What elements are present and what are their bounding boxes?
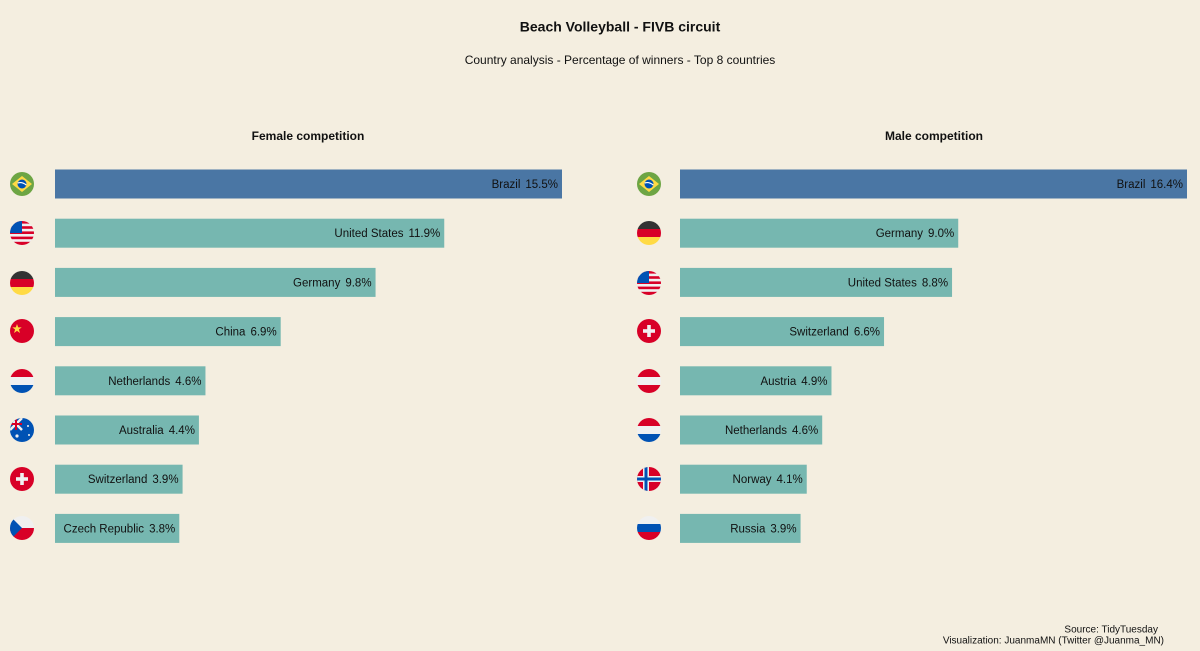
bar-label: United States 8.8% — [848, 277, 948, 289]
category-label: Switzerland — [88, 474, 147, 486]
bar — [55, 317, 281, 347]
bar-label: Czech Republic 3.8% — [64, 523, 176, 535]
bar — [680, 169, 1187, 199]
title: Beach Volleyball - FIVB circuit — [520, 19, 721, 35]
bar — [55, 366, 206, 396]
bar-label: Germany 9.0% — [876, 228, 955, 240]
bar — [55, 513, 180, 543]
category-label: United States — [848, 277, 917, 289]
value-label: 3.9% — [770, 523, 796, 535]
flag — [10, 221, 34, 245]
value-label: 4.6% — [175, 376, 201, 388]
flag — [10, 467, 34, 491]
value-label: 6.6% — [854, 327, 880, 339]
category-label: Brazil — [1117, 179, 1146, 191]
caption: Visualization: JuanmaMN (Twitter @Juanma… — [943, 636, 1164, 647]
bar — [55, 169, 562, 199]
caption: Source: TidyTuesday — [1064, 625, 1158, 636]
bar-label: Germany 9.8% — [293, 277, 372, 289]
flag — [637, 467, 661, 491]
bar — [55, 218, 445, 248]
value-label: 3.9% — [152, 474, 178, 486]
flag — [637, 221, 661, 245]
category-label: Norway — [733, 474, 772, 486]
category-label: Germany — [876, 228, 924, 240]
bar — [680, 317, 885, 347]
category-label: Netherlands — [108, 376, 170, 388]
bar — [680, 366, 832, 396]
value-label: 9.0% — [928, 228, 954, 240]
bar — [680, 267, 953, 297]
bar — [55, 267, 376, 297]
value-label: 6.9% — [250, 327, 276, 339]
bar — [680, 218, 959, 248]
flag — [10, 319, 34, 343]
category-label: Netherlands — [725, 425, 787, 437]
flag — [637, 418, 661, 442]
flag — [10, 369, 34, 393]
value-label: 4.6% — [792, 425, 818, 437]
value-label: 8.8% — [922, 277, 948, 289]
bar — [680, 464, 807, 494]
panel-title: Female competition — [252, 129, 365, 143]
flag — [10, 271, 34, 295]
bar-label: Brazil 16.4% — [1117, 179, 1183, 191]
category-label: Austria — [760, 376, 796, 388]
category-label: United States — [334, 228, 403, 240]
category-label: China — [215, 327, 246, 339]
subtitle: Country analysis - Percentage of winners… — [465, 53, 776, 67]
value-label: 4.1% — [777, 474, 803, 486]
value-label: 15.5% — [525, 179, 558, 191]
bar-label: Brazil 15.5% — [492, 179, 558, 191]
value-label: 3.8% — [149, 523, 175, 535]
flag — [637, 271, 661, 295]
bar-label: Switzerland 6.6% — [789, 327, 880, 339]
value-label: 4.4% — [169, 425, 195, 437]
panel-title: Male competition — [885, 129, 983, 143]
value-label: 11.9% — [408, 228, 440, 240]
bar-label: Norway 4.1% — [733, 474, 803, 486]
value-label: 9.8% — [345, 277, 371, 289]
flag — [637, 516, 661, 540]
bar-label: Netherlands 4.6% — [108, 376, 201, 388]
category-label: Russia — [730, 523, 766, 535]
bar — [55, 464, 183, 494]
category-label: Germany — [293, 277, 341, 289]
bar-label: Switzerland 3.9% — [88, 474, 179, 486]
bar-label: Netherlands 4.6% — [725, 425, 818, 437]
bar-label: Russia 3.9% — [730, 523, 796, 535]
flag — [637, 319, 661, 343]
flag — [10, 418, 34, 442]
category-label: Australia — [119, 425, 164, 437]
bar — [680, 513, 801, 543]
category-label: Switzerland — [789, 327, 848, 339]
bar — [680, 415, 823, 445]
value-label: 16.4% — [1150, 179, 1183, 191]
flag — [10, 516, 34, 540]
category-label: Brazil — [492, 179, 521, 191]
bar — [55, 415, 199, 445]
value-label: 4.9% — [801, 376, 827, 388]
bar-label: Austria 4.9% — [760, 376, 827, 388]
flag — [637, 172, 661, 196]
flag — [10, 172, 34, 196]
bar-label: Australia 4.4% — [119, 425, 195, 437]
bar-label: China 6.9% — [215, 327, 276, 339]
category-label: Czech Republic — [64, 523, 145, 535]
bar-label: United States 11.9% — [334, 228, 440, 240]
flag — [637, 369, 661, 393]
